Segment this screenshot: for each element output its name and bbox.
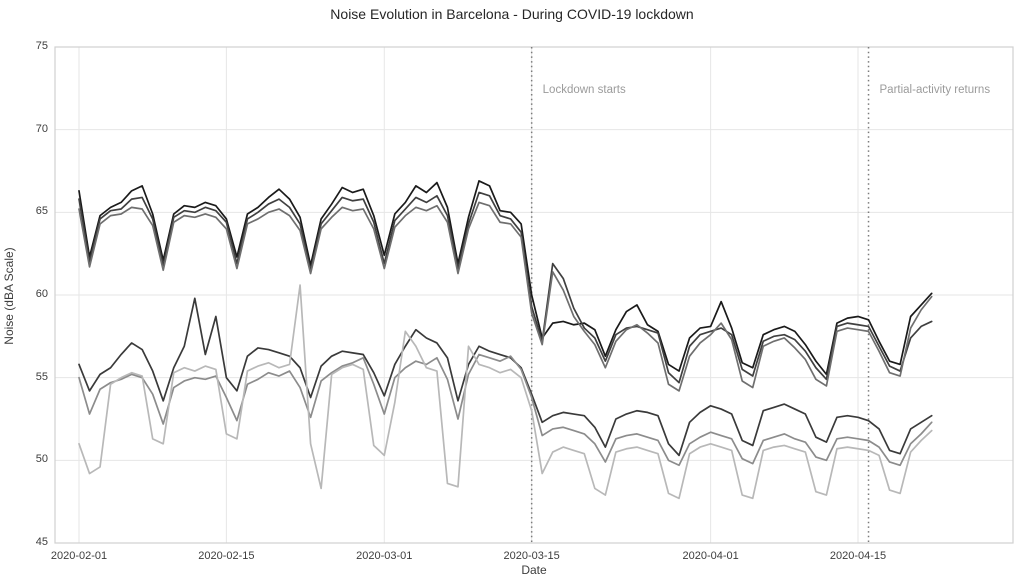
series-line-1	[78, 180, 933, 376]
annotation-lockdown-starts: Lockdown starts	[542, 84, 626, 96]
y-tick-label: 50	[35, 453, 48, 466]
y-tick-label: 65	[35, 205, 48, 218]
series-line-3	[78, 201, 933, 392]
x-axis-label: Date	[521, 563, 547, 577]
x-tick-label: 2020-02-15	[198, 550, 255, 562]
y-tick-label: 60	[35, 288, 48, 300]
x-tick-label: 2020-03-15	[503, 550, 560, 562]
plot-border	[54, 46, 1014, 544]
chart-title: Noise Evolution in Barcelona - During CO…	[330, 6, 694, 22]
x-tick-label: 2020-04-15	[829, 550, 887, 562]
y-tick-label: 70	[35, 122, 48, 135]
x-tick-label: 2020-04-01	[682, 550, 739, 562]
series-line-2	[78, 191, 933, 384]
annotation-partial-activity-returns: Partial-activity returns	[879, 84, 991, 96]
series-line-4	[78, 297, 933, 457]
x-tick-label: 2020-03-01	[356, 550, 413, 562]
series-line-5	[78, 353, 933, 467]
y-tick-label: 45	[35, 536, 48, 548]
y-tick-label: 75	[35, 40, 48, 52]
y-tick-label: 55	[35, 370, 48, 383]
series-line-6	[78, 284, 933, 500]
x-tick-label: 2020-02-01	[50, 550, 108, 562]
